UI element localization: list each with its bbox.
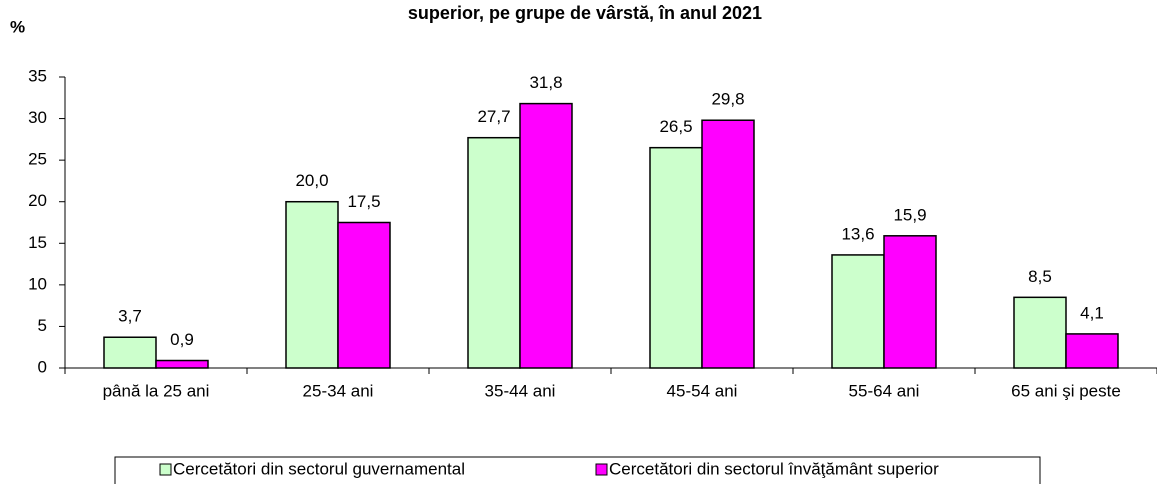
value-label: 17,5 <box>347 192 380 211</box>
bar <box>155 359 209 369</box>
y-tick-label: 0 <box>38 357 47 376</box>
legend-label: Cercetători din sectorul învăţământ supe… <box>609 459 939 478</box>
bar <box>285 200 339 369</box>
y-tick-label: 35 <box>28 66 47 85</box>
bar <box>519 102 573 369</box>
x-tick-label: 25-34 ani <box>303 381 374 400</box>
bar <box>831 254 885 369</box>
y-tick-label: 30 <box>28 108 47 127</box>
value-label: 3,7 <box>118 307 142 326</box>
value-label: 27,7 <box>477 107 510 126</box>
bar <box>1013 296 1067 369</box>
value-label: 0,9 <box>170 330 194 349</box>
bar <box>649 146 703 369</box>
bar <box>467 136 521 369</box>
y-tick-label: 10 <box>28 274 47 293</box>
value-label: 26,5 <box>659 117 692 136</box>
x-tick-label: 55-64 ani <box>849 381 920 400</box>
value-label: 29,8 <box>711 90 744 109</box>
legend-swatch <box>595 463 608 476</box>
y-tick-label: 15 <box>28 233 47 252</box>
bar <box>1065 333 1119 369</box>
y-tick-label: 25 <box>28 150 47 169</box>
x-tick-label: 35-44 ani <box>485 381 556 400</box>
bar <box>701 119 755 369</box>
bar <box>337 221 391 369</box>
y-tick-label: 20 <box>28 191 47 210</box>
value-label: 8,5 <box>1028 267 1052 286</box>
value-label: 15,9 <box>893 205 926 224</box>
value-label: 13,6 <box>841 224 874 243</box>
bar <box>103 336 157 369</box>
chart-title: superior, pe grupe de vârstă, în anul 20… <box>408 3 762 23</box>
legend-swatch <box>159 463 172 476</box>
y-axis-label: % <box>10 17 25 36</box>
bar <box>883 235 937 369</box>
x-tick-label: 65 ani şi peste <box>1011 381 1121 400</box>
value-label: 4,1 <box>1080 303 1104 322</box>
legend-box <box>114 456 1041 484</box>
x-tick-label: până la 25 ani <box>103 381 210 400</box>
value-label: 31,8 <box>529 73 562 92</box>
legend-label: Cercetători din sectorul guvernamental <box>173 459 465 478</box>
x-tick-label: 45-54 ani <box>667 381 738 400</box>
y-tick-label: 5 <box>38 316 47 335</box>
value-label: 20,0 <box>295 171 328 190</box>
